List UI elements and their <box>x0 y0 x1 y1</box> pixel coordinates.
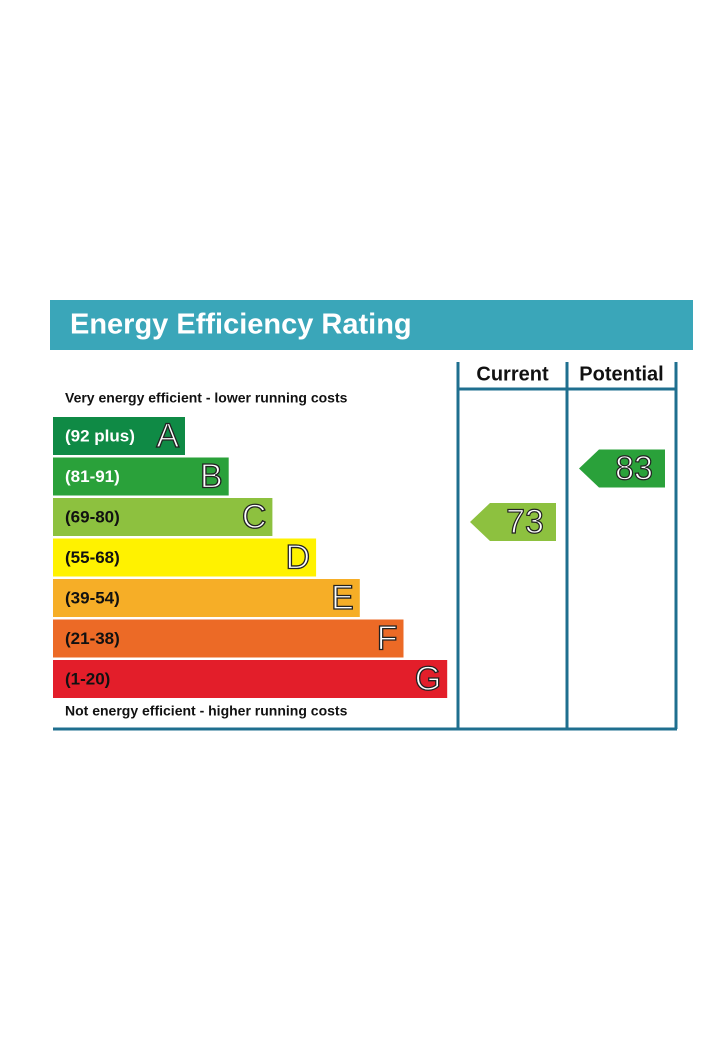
band-bar <box>53 619 404 658</box>
band-range: (1-20) <box>65 669 110 688</box>
rating-value: 83 <box>615 449 653 487</box>
band-bar <box>53 579 360 617</box>
bottom-note: Not energy efficient - higher running co… <box>65 703 348 719</box>
rating-value: 73 <box>506 503 544 541</box>
frame <box>53 362 678 731</box>
band-range: (81-91) <box>65 467 120 486</box>
band-bar <box>53 660 448 698</box>
band-bar <box>53 498 273 536</box>
band-letter: E <box>331 579 354 617</box>
column-heading: Potential <box>579 363 663 385</box>
rating-arrow <box>470 503 556 541</box>
band-letter: F <box>377 619 398 657</box>
title-bar <box>50 300 693 350</box>
band-range: (69-80) <box>65 507 120 526</box>
title: Energy Efficiency Rating <box>70 309 412 341</box>
band-letter: A <box>156 417 179 455</box>
band-letter: D <box>286 538 311 576</box>
rating-arrow <box>579 449 665 488</box>
band-range: (39-54) <box>65 588 120 607</box>
band-range: (92 plus) <box>65 426 135 445</box>
band-bar <box>53 417 185 455</box>
band-letter: G <box>415 660 441 698</box>
band-bar <box>53 538 317 577</box>
top-note: Very energy efficient - lower running co… <box>65 390 348 406</box>
column-heading: Current <box>476 363 549 385</box>
band-bar <box>53 457 229 496</box>
band-range: (21-38) <box>65 629 120 648</box>
band-letter: B <box>200 457 223 495</box>
band-letter: C <box>242 498 267 536</box>
band-range: (55-68) <box>65 548 120 567</box>
